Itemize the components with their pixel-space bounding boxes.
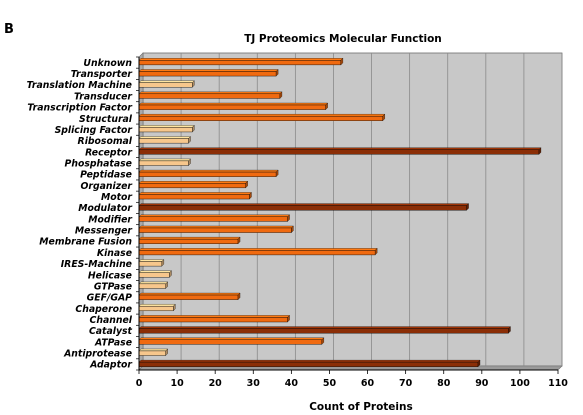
category-label: Transporter bbox=[71, 69, 134, 80]
category-label: Structural bbox=[79, 114, 133, 125]
bar-unknown bbox=[138, 57, 344, 66]
x-tick-label: 60 bbox=[361, 378, 375, 389]
category-label: Transcription Factor bbox=[27, 103, 133, 114]
bar-organizer bbox=[138, 180, 249, 189]
bar-messenger bbox=[138, 225, 294, 233]
category-label: Helicase bbox=[88, 270, 132, 281]
category-label: Splicing Factor bbox=[55, 125, 134, 136]
category-label: Peptidase bbox=[80, 170, 132, 181]
bar-translation-machine bbox=[138, 80, 195, 88]
category-label: Receptor bbox=[85, 147, 133, 158]
category-label: Transducer bbox=[74, 91, 133, 102]
bar-catalyst bbox=[138, 326, 511, 334]
bar-motor bbox=[138, 192, 252, 200]
bar-helicase bbox=[138, 270, 172, 278]
bar-chaperone bbox=[138, 303, 176, 312]
plot-area bbox=[138, 52, 563, 371]
bar-structural bbox=[138, 113, 386, 122]
category-label: Ribosomal bbox=[78, 136, 133, 147]
category-label: GTPase bbox=[94, 281, 132, 292]
x-tick-label: 40 bbox=[285, 378, 299, 389]
bar-membrane-fusion bbox=[138, 236, 241, 245]
bars bbox=[138, 57, 542, 368]
bar-ires-machine bbox=[138, 259, 165, 267]
category-label: Adaptor bbox=[89, 360, 133, 371]
bar-modifier bbox=[138, 214, 290, 222]
bar-antiprotease bbox=[138, 348, 169, 356]
x-tick-label: 70 bbox=[399, 378, 413, 389]
bar-atpase bbox=[138, 337, 325, 345]
x-tick-label: 50 bbox=[323, 378, 337, 389]
x-axis-title: Count of Proteins bbox=[309, 401, 413, 413]
bar-receptor bbox=[138, 147, 542, 155]
bar-phosphatase bbox=[138, 158, 191, 166]
bar-peptidase bbox=[138, 169, 279, 178]
x-tick-label: 20 bbox=[209, 378, 223, 389]
x-tick-label: 100 bbox=[510, 378, 530, 389]
bar-transporter bbox=[138, 69, 279, 77]
bar-kinase bbox=[138, 247, 378, 256]
category-label: Kinase bbox=[97, 248, 132, 259]
bar-modulator bbox=[138, 203, 469, 211]
category-label: Translation Machine bbox=[27, 80, 132, 91]
chart-title: TJ Proteomics Molecular Function bbox=[244, 33, 442, 45]
plot-side-wall bbox=[138, 52, 144, 371]
category-label: Antiprotease bbox=[63, 349, 132, 360]
bar-channel bbox=[138, 315, 290, 323]
category-label: GEF/GAP bbox=[87, 293, 133, 304]
x-tick-labels: 0 10 20 30 40 50 60 70 80 90 100 110 bbox=[136, 378, 569, 389]
x-tick-label: 90 bbox=[475, 378, 489, 389]
category-label: Phosphatase bbox=[65, 158, 132, 169]
category-label: Motor bbox=[101, 192, 133, 203]
bar-gtpase bbox=[138, 281, 169, 289]
bar-adaptor bbox=[138, 359, 481, 368]
bar-ribosomal bbox=[138, 136, 191, 144]
axes bbox=[136, 56, 559, 374]
category-label: Modulator bbox=[78, 203, 133, 214]
bar-transcription-factor bbox=[138, 102, 329, 110]
x-tick-label: 0 bbox=[136, 378, 143, 389]
x-tick-label: 30 bbox=[247, 378, 261, 389]
category-label: Organizer bbox=[80, 181, 133, 192]
panel-letter: B bbox=[4, 22, 14, 37]
bar-splicing-factor bbox=[138, 124, 195, 133]
category-label: Chaperone bbox=[75, 304, 132, 315]
category-label: Membrane Fusion bbox=[39, 237, 132, 248]
category-label: Catalyst bbox=[89, 326, 133, 337]
bar-gef-gap bbox=[138, 292, 241, 301]
category-label: IRES-Machine bbox=[61, 259, 132, 270]
category-label: Channel bbox=[90, 315, 133, 326]
category-label: Messenger bbox=[75, 226, 134, 237]
x-tick-label: 10 bbox=[170, 378, 184, 389]
x-tick-label: 110 bbox=[548, 378, 568, 389]
category-label: Unknown bbox=[83, 58, 132, 69]
category-label: Modifier bbox=[88, 214, 133, 225]
bar-transducer bbox=[138, 91, 283, 99]
x-tick-label: 80 bbox=[437, 378, 451, 389]
category-label: ATPase bbox=[94, 337, 132, 348]
